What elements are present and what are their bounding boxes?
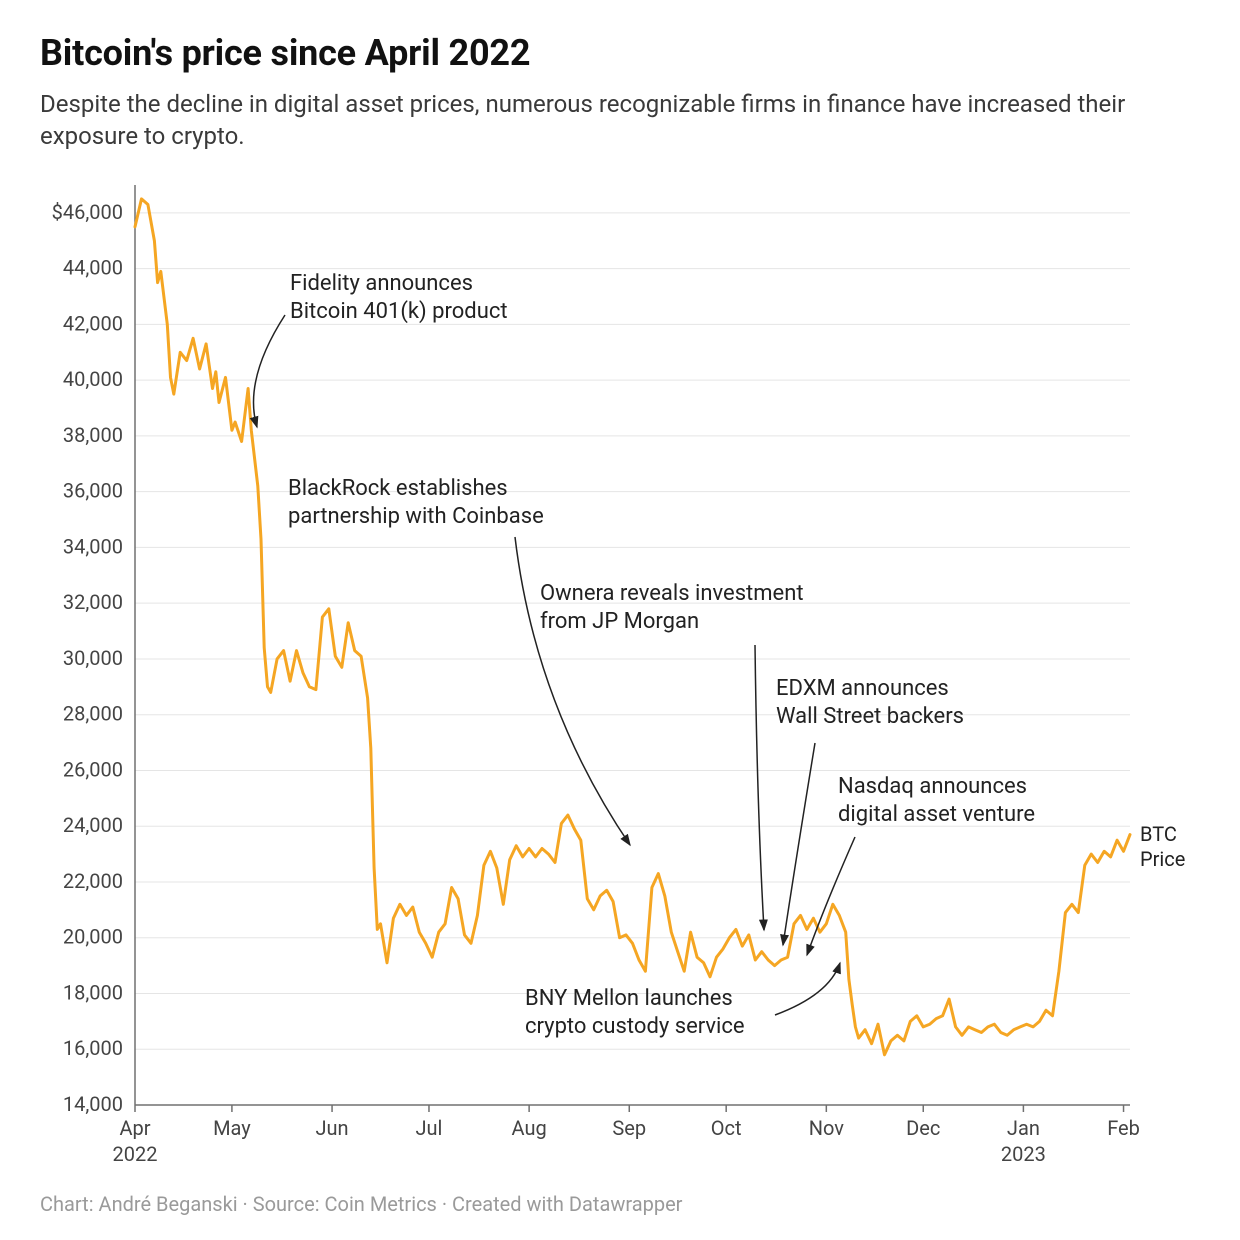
svg-text:32,000: 32,000 — [63, 590, 123, 614]
svg-text:24,000: 24,000 — [63, 813, 123, 837]
svg-text:Aug: Aug — [512, 1116, 547, 1140]
chart-area: $46,000 44,000 42,000 40,000 38,000 36,000 34,… — [40, 175, 1200, 1180]
svg-text:14,000: 14,000 — [63, 1092, 123, 1116]
svg-text:20,000: 20,000 — [63, 925, 123, 949]
series-label: BTCPrice — [1140, 822, 1185, 872]
svg-text:30,000: 30,000 — [63, 646, 123, 670]
svg-text:2022: 2022 — [113, 1142, 158, 1166]
annotation-ownera: Ownera reveals investment from JP Morgan — [540, 580, 804, 637]
svg-text:34,000: 34,000 — [63, 534, 123, 558]
annotation-bny: BNY Mellon launches crypto custody servi… — [525, 985, 745, 1042]
annotation-fidelity: Fidelity announces Bitcoin 401(k) produc… — [290, 270, 508, 327]
chart-title: Bitcoin's price since April 2022 — [40, 32, 1200, 74]
svg-text:Sep: Sep — [612, 1116, 646, 1140]
svg-text:Nov: Nov — [809, 1116, 845, 1140]
svg-text:Jul: Jul — [416, 1116, 443, 1140]
svg-text:Jan: Jan — [1007, 1116, 1040, 1140]
chart-subtitle: Despite the decline in digital asset pri… — [40, 88, 1140, 153]
annotation-nasdaq: Nasdaq announces digital asset venture — [838, 773, 1035, 830]
svg-text:Jun: Jun — [316, 1116, 349, 1140]
svg-text:18,000: 18,000 — [63, 980, 123, 1004]
svg-text:Dec: Dec — [906, 1116, 940, 1140]
svg-text:28,000: 28,000 — [63, 701, 123, 725]
svg-text:44,000: 44,000 — [63, 255, 123, 279]
svg-text:May: May — [213, 1116, 251, 1140]
chart-footer: Chart: André Beganski · Source: Coin Met… — [40, 1192, 682, 1216]
svg-text:$46,000: $46,000 — [52, 200, 123, 224]
annotation-blackrock: BlackRock establishes partnership with C… — [288, 475, 544, 532]
svg-text:Oct: Oct — [711, 1116, 742, 1140]
svg-text:2023: 2023 — [1001, 1142, 1046, 1166]
svg-text:Apr: Apr — [119, 1116, 150, 1140]
svg-text:36,000: 36,000 — [63, 478, 123, 502]
annotation-edxm: EDXM announces Wall Street backers — [776, 675, 964, 732]
svg-text:42,000: 42,000 — [63, 311, 123, 335]
svg-text:38,000: 38,000 — [63, 423, 123, 447]
svg-text:16,000: 16,000 — [63, 1036, 123, 1060]
svg-text:26,000: 26,000 — [63, 757, 123, 781]
svg-text:40,000: 40,000 — [63, 367, 123, 391]
svg-text:22,000: 22,000 — [63, 869, 123, 893]
svg-text:Feb: Feb — [1107, 1116, 1140, 1140]
